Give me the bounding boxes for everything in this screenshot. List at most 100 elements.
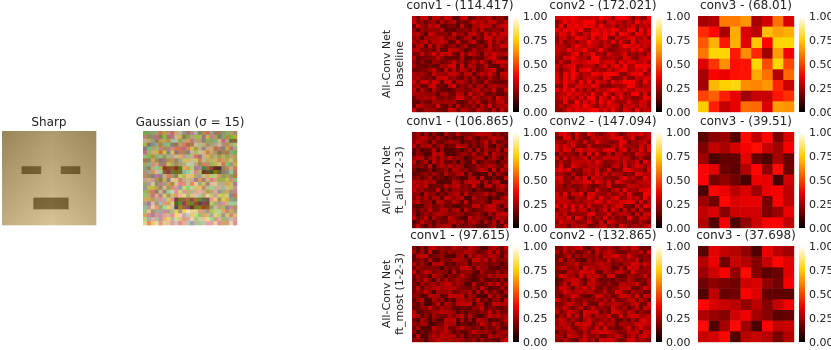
pixel [178, 162, 182, 166]
heatmap-cell [579, 220, 583, 224]
heatmap-cell [607, 208, 611, 212]
pixel [53, 174, 57, 178]
pixel [88, 217, 92, 221]
heatmap-cell [420, 168, 424, 172]
colorbar [656, 16, 662, 112]
colorbar-tick-label: 1.00 [809, 126, 831, 139]
heatmap-cell [480, 176, 484, 180]
heatmap-cell [567, 80, 571, 84]
pixel [217, 213, 221, 217]
heatmap-cell [698, 185, 709, 196]
pixel [233, 143, 237, 147]
heatmap-cell [436, 310, 440, 314]
heatmap-cell [773, 289, 784, 300]
heatmap-cell [456, 290, 460, 294]
heatmap-cell [476, 100, 480, 104]
heatmap-cell [504, 176, 508, 180]
heatmap-cell [476, 204, 480, 208]
heatmap-cell [719, 331, 730, 342]
heatmap-cell [504, 76, 508, 80]
heatmap-cell [488, 298, 492, 302]
heatmap-cell [599, 216, 603, 220]
heatmap-cell [448, 24, 452, 28]
heatmap-cell [420, 208, 424, 212]
heatmap-cell [420, 24, 424, 28]
pixel [22, 217, 26, 221]
heatmap-cell [611, 16, 615, 20]
heatmap-cell [440, 136, 444, 140]
heatmap-cell [647, 212, 651, 216]
heatmap-cell [496, 220, 500, 224]
heatmap-cell [444, 160, 448, 164]
pixel [49, 190, 53, 194]
heatmap-cell [611, 132, 615, 136]
heatmap-cell [412, 104, 416, 108]
heatmap-cell [484, 36, 488, 40]
heatmap-cell [424, 196, 428, 200]
heatmap-cell [456, 96, 460, 100]
heatmap-cell [643, 28, 647, 32]
heatmap-cell [412, 88, 416, 92]
heatmap-cell [480, 250, 484, 254]
heatmap-cell [428, 140, 432, 144]
heatmap-cell [567, 208, 571, 212]
heatmap-cell [452, 192, 456, 196]
pixel [174, 170, 178, 174]
heatmap-cell [456, 52, 460, 56]
heatmap-cell [464, 88, 468, 92]
heatmap-cell [591, 96, 595, 100]
heatmap-cell [595, 290, 599, 294]
pixel [65, 190, 69, 194]
heatmap-cell [751, 185, 762, 196]
pixel [170, 202, 174, 206]
heatmap-cell [468, 88, 472, 92]
heatmap-cell [647, 250, 651, 254]
heatmap-cell [500, 192, 504, 196]
heatmap-cell [635, 188, 639, 192]
heatmap-cell [559, 192, 563, 196]
pixel [217, 166, 221, 170]
pixel [26, 147, 30, 151]
pixel [159, 158, 163, 162]
heatmap-cell [440, 104, 444, 108]
heatmap-cell [603, 258, 607, 262]
heatmap-cell [563, 310, 567, 314]
panel-title: conv2 - (147.094) [549, 114, 656, 128]
heatmap-cell [639, 220, 643, 224]
heatmap-cell [484, 168, 488, 172]
heatmap-cell [575, 88, 579, 92]
heatmap-cell [420, 204, 424, 208]
heatmap-cell [555, 270, 559, 274]
heatmap-cell [719, 321, 730, 332]
heatmap-cell [472, 274, 476, 278]
pixel [26, 166, 30, 170]
heatmap-cell [440, 294, 444, 298]
pixel [73, 194, 77, 198]
heatmap-cell [647, 334, 651, 338]
heatmap-cell [639, 68, 643, 72]
heatmap-cell [635, 274, 639, 278]
heatmap-cell [783, 289, 794, 300]
heatmap-cell [619, 48, 623, 52]
heatmap-cell [452, 282, 456, 286]
heatmap-cell [416, 306, 420, 310]
pixel [194, 135, 198, 139]
heatmap-cell [603, 108, 607, 112]
heatmap-cell [440, 334, 444, 338]
pixel [80, 205, 84, 209]
heatmap-cell [762, 101, 773, 112]
pixel [186, 147, 190, 151]
heatmap-cell [476, 56, 480, 60]
pixel [225, 147, 229, 151]
heatmap-cell [619, 88, 623, 92]
heatmap-cell [480, 64, 484, 68]
heatmap-cell [563, 282, 567, 286]
heatmap-cell [436, 20, 440, 24]
heatmap-cell [555, 20, 559, 24]
heatmap-cell [460, 326, 464, 330]
heatmap-cell [635, 24, 639, 28]
heatmap-cell [587, 152, 591, 156]
heatmap-cell [647, 164, 651, 168]
heatmap-cell [480, 36, 484, 40]
heatmap-cell [424, 310, 428, 314]
